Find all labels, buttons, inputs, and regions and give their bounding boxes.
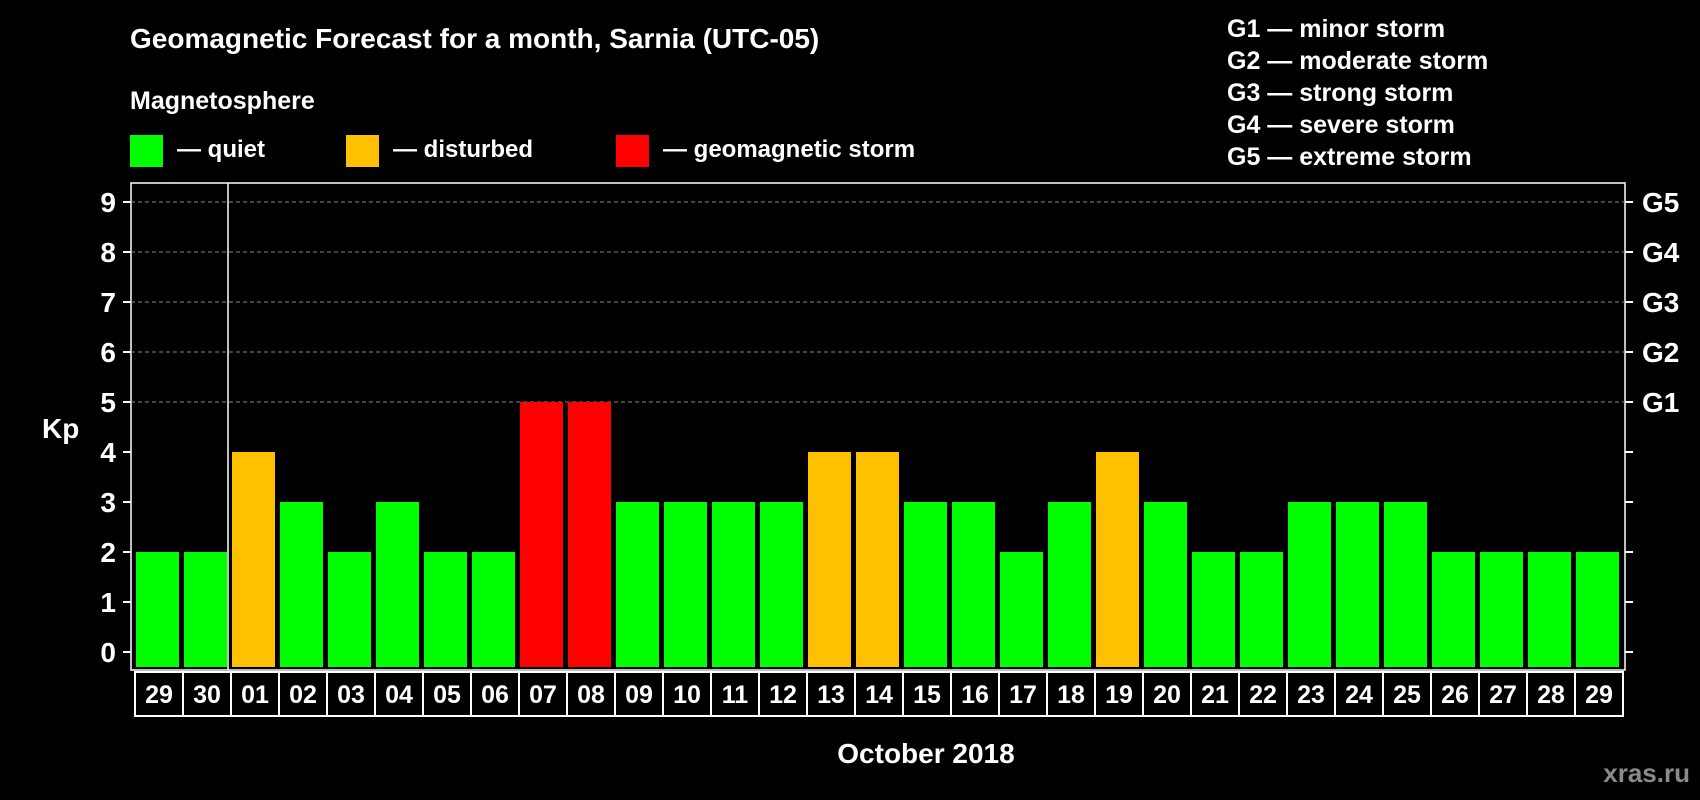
storm-scale-g4: G4 — severe storm bbox=[1227, 111, 1455, 139]
bar-18 bbox=[1000, 552, 1043, 667]
x-tick-label-21: 20 bbox=[1153, 681, 1181, 709]
x-tick-label-15: 14 bbox=[865, 681, 893, 709]
storm-scale-g5: G5 — extreme storm bbox=[1227, 143, 1472, 171]
y-tick-label-4: 4 bbox=[100, 437, 116, 468]
bar-15 bbox=[856, 452, 899, 667]
y-tick-label-5: 5 bbox=[100, 387, 116, 418]
x-tick-label-6: 05 bbox=[433, 681, 461, 709]
legend-swatch-storm bbox=[616, 135, 649, 167]
x-tick-label-20: 19 bbox=[1105, 681, 1133, 709]
x-tick-label-13: 12 bbox=[769, 681, 797, 709]
x-tick-label-23: 22 bbox=[1249, 681, 1277, 709]
x-tick-label-26: 25 bbox=[1393, 681, 1421, 709]
bar-16 bbox=[904, 502, 947, 667]
x-tick-label-1: 30 bbox=[193, 681, 221, 709]
legend-label-storm: — geomagnetic storm bbox=[663, 136, 915, 163]
x-axis-label: October 2018 bbox=[837, 738, 1014, 769]
right-axis-label-g5: G5 bbox=[1642, 187, 1679, 218]
x-tick-label-18: 17 bbox=[1009, 681, 1037, 709]
x-tick-label-29: 28 bbox=[1537, 681, 1565, 709]
storm-scale-g1: G1 — minor storm bbox=[1227, 15, 1445, 43]
bar-11 bbox=[664, 502, 707, 667]
x-tick-label-0: 29 bbox=[145, 681, 173, 709]
x-tick-label-27: 26 bbox=[1441, 681, 1469, 709]
right-axis-label-g4: G4 bbox=[1642, 237, 1680, 268]
x-tick-label-11: 10 bbox=[673, 681, 701, 709]
bar-27 bbox=[1432, 552, 1475, 667]
x-tick-label-28: 27 bbox=[1489, 681, 1517, 709]
bar-3 bbox=[280, 502, 323, 667]
bar-8 bbox=[520, 402, 563, 667]
x-tick-label-2: 01 bbox=[241, 681, 269, 709]
bar-25 bbox=[1336, 502, 1379, 667]
plot-frame bbox=[130, 182, 1626, 671]
legend-swatch-quiet bbox=[130, 135, 163, 167]
bar-1 bbox=[184, 552, 227, 667]
bar-4 bbox=[328, 552, 371, 667]
right-axis-label-g3: G3 bbox=[1642, 287, 1679, 318]
x-tick-label-3: 02 bbox=[289, 681, 317, 709]
bar-13 bbox=[760, 502, 803, 667]
y-tick-label-8: 8 bbox=[100, 237, 116, 268]
y-axis-label: Kp bbox=[42, 413, 79, 444]
legend-label-disturbed: — disturbed bbox=[393, 136, 533, 163]
y-tick-label-6: 6 bbox=[100, 337, 116, 368]
x-tick-label-16: 15 bbox=[913, 681, 941, 709]
bar-19 bbox=[1048, 502, 1091, 667]
legend-label-quiet: — quiet bbox=[177, 136, 265, 163]
bar-21 bbox=[1144, 502, 1187, 667]
bar-6 bbox=[424, 552, 467, 667]
bar-7 bbox=[472, 552, 515, 667]
right-axis-label-g1: G1 bbox=[1642, 387, 1679, 418]
x-tick-label-4: 03 bbox=[337, 681, 365, 709]
right-axis-label-g2: G2 bbox=[1642, 337, 1679, 368]
date-row-frame bbox=[134, 671, 1624, 717]
x-tick-label-7: 06 bbox=[481, 681, 509, 709]
x-tick-label-25: 24 bbox=[1345, 681, 1373, 709]
y-tick-label-7: 7 bbox=[100, 287, 116, 318]
bar-28 bbox=[1480, 552, 1523, 667]
legend-swatch-disturbed bbox=[346, 135, 379, 167]
bar-24 bbox=[1288, 502, 1331, 667]
bar-9 bbox=[568, 402, 611, 667]
y-tick-label-1: 1 bbox=[100, 587, 116, 618]
y-tick-label-9: 9 bbox=[100, 187, 116, 218]
x-tick-label-19: 18 bbox=[1057, 681, 1085, 709]
bar-20 bbox=[1096, 452, 1139, 667]
x-tick-label-5: 04 bbox=[385, 681, 413, 709]
x-tick-label-30: 29 bbox=[1585, 681, 1613, 709]
legend-heading: Magnetosphere bbox=[130, 87, 315, 115]
x-tick-label-24: 23 bbox=[1297, 681, 1325, 709]
bar-30 bbox=[1576, 552, 1619, 667]
bar-22 bbox=[1192, 552, 1235, 667]
y-tick-label-2: 2 bbox=[100, 537, 116, 568]
x-tick-label-22: 21 bbox=[1201, 681, 1229, 709]
bar-2 bbox=[232, 452, 275, 667]
x-tick-label-8: 07 bbox=[529, 681, 557, 709]
storm-scale-g3: G3 — strong storm bbox=[1227, 79, 1453, 107]
bar-0 bbox=[136, 552, 179, 667]
y-tick-label-0: 0 bbox=[100, 637, 116, 668]
bar-14 bbox=[808, 452, 851, 667]
y-tick-label-3: 3 bbox=[100, 487, 116, 518]
x-tick-label-10: 09 bbox=[625, 681, 653, 709]
bar-23 bbox=[1240, 552, 1283, 667]
storm-scale-g2: G2 — moderate storm bbox=[1227, 47, 1488, 75]
x-tick-label-14: 13 bbox=[817, 681, 845, 709]
x-tick-label-9: 08 bbox=[577, 681, 605, 709]
bar-10 bbox=[616, 502, 659, 667]
bar-5 bbox=[376, 502, 419, 667]
bar-17 bbox=[952, 502, 995, 667]
watermark: xras.ru bbox=[1603, 758, 1690, 788]
bar-26 bbox=[1384, 502, 1427, 667]
x-tick-label-12: 11 bbox=[722, 681, 749, 709]
chart-title: Geomagnetic Forecast for a month, Sarnia… bbox=[130, 23, 819, 54]
bar-29 bbox=[1528, 552, 1571, 667]
bar-12 bbox=[712, 502, 755, 667]
x-tick-label-17: 16 bbox=[961, 681, 989, 709]
